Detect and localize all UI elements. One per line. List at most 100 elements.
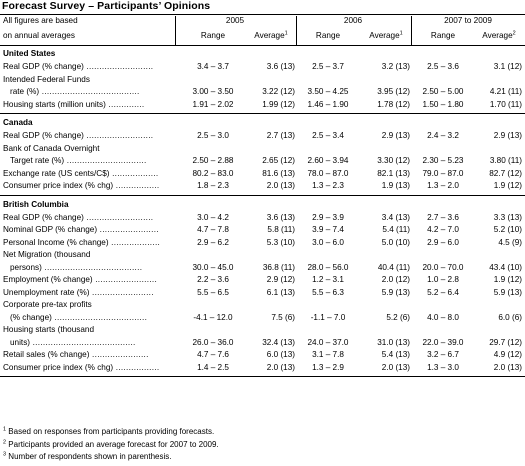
range-cell: 1.50 – 1.80 bbox=[422, 99, 464, 109]
range-cell: -1.1 – 7.0 bbox=[310, 312, 346, 322]
average-cell: 3.80 (11) bbox=[489, 156, 522, 165]
average-cell: 3.2 (13) bbox=[381, 62, 410, 71]
page-title: Forecast Survey – Participants’ Opinions bbox=[2, 0, 211, 12]
leader-dots: ........................................ bbox=[30, 337, 136, 347]
header-divider bbox=[175, 16, 176, 45]
range-cell: 1.3 – 2.3 bbox=[312, 181, 344, 190]
row-label-continued: rate (%) ...............................… bbox=[10, 87, 140, 96]
section-heading: British Columbia bbox=[0, 197, 525, 212]
average-cell: 1.78 (12) bbox=[377, 99, 410, 109]
period-2005: 2005 bbox=[225, 16, 245, 25]
average-cell: 2.9 (12) bbox=[266, 275, 295, 284]
footnote-text: Number of respondents shown in parenthes… bbox=[8, 452, 172, 461]
leader-dots: ................. bbox=[113, 181, 160, 190]
header-rule bbox=[0, 45, 525, 46]
average-cell: 5.4 (13) bbox=[381, 350, 410, 359]
range-cell: 4.2 – 7.0 bbox=[427, 225, 459, 234]
row-label-continued: Target rate (%) ........................… bbox=[10, 156, 147, 165]
range-cell: 2.5 – 3.4 bbox=[312, 131, 344, 140]
row-label: Net Migration (thousand bbox=[3, 250, 91, 259]
range-cell: 2.9 – 6.2 bbox=[197, 237, 229, 247]
col-range-2006: Range bbox=[315, 31, 341, 40]
average-cell: 2.0 (13) bbox=[266, 362, 295, 372]
average-cell: 5.0 (10) bbox=[381, 237, 410, 247]
average-cell: 1.9 (12) bbox=[493, 275, 522, 284]
section-heading: Canada bbox=[0, 115, 525, 130]
table-row: Real GDP (% change) ....................… bbox=[0, 130, 525, 143]
range-cell: 2.2 – 3.6 bbox=[197, 275, 229, 284]
average-cell: 7.5 (6) bbox=[271, 312, 295, 322]
table-row: Exchange rate (US cents/C$) ............… bbox=[0, 168, 525, 181]
table-row: units) .................................… bbox=[0, 337, 525, 350]
table-row: rate (%) ...............................… bbox=[0, 86, 525, 99]
table-row: persons) ...............................… bbox=[0, 262, 525, 275]
row-label: Employment (% change) ..................… bbox=[3, 275, 158, 284]
average-cell: 1.70 (11) bbox=[489, 99, 522, 109]
average-cell: 5.2 (10) bbox=[493, 225, 522, 234]
average-cell: 4.5 (9) bbox=[498, 237, 522, 247]
header-note-line1: All figures are based bbox=[3, 16, 78, 25]
table-row: Consumer price index (% chg) ...........… bbox=[0, 180, 525, 193]
average-cell: 5.9 (13) bbox=[493, 287, 522, 297]
range-cell: 2.7 – 3.6 bbox=[427, 212, 459, 222]
average-cell: 5.4 (11) bbox=[382, 225, 410, 234]
section-title: British Columbia bbox=[3, 199, 69, 209]
range-cell: 5.2 – 6.4 bbox=[427, 287, 459, 297]
average-cell: 82.1 (13) bbox=[377, 168, 410, 178]
footnote-mark: 2 bbox=[3, 438, 7, 445]
period-2007-2009: 2007 to 2009 bbox=[444, 16, 492, 25]
average-cell: 82.7 (12) bbox=[489, 168, 522, 178]
row-label-continued: (% change) .............................… bbox=[10, 312, 148, 322]
footnote: 3 Number of respondents shown in parenth… bbox=[3, 452, 172, 461]
range-cell: 3.50 – 4.25 bbox=[307, 87, 349, 96]
range-cell: 4.0 – 8.0 bbox=[427, 312, 459, 322]
range-cell: 3.0 – 6.0 bbox=[312, 237, 344, 247]
table-row: Housing starts (million units) .........… bbox=[0, 99, 525, 112]
table-row: Consumer price index (% chg) ...........… bbox=[0, 362, 525, 375]
col-average-2006: Average1 bbox=[369, 30, 403, 40]
col-range-2005: Range bbox=[200, 31, 226, 40]
row-label: Corporate pre-tax profits bbox=[3, 300, 92, 309]
average-cell: 29.7 (12) bbox=[489, 337, 522, 347]
range-cell: 20.0 – 70.0 bbox=[422, 262, 464, 272]
average-cell: 2.9 (13) bbox=[381, 131, 410, 140]
row-label: Unemployment rate (%) ..................… bbox=[3, 287, 154, 297]
average-cell: 2.0 (13) bbox=[381, 362, 410, 372]
leader-dots: .............. bbox=[105, 99, 145, 109]
row-label: Real GDP (% change) ....................… bbox=[3, 212, 154, 222]
table-row: Nominal GDP (% change) .................… bbox=[0, 224, 525, 237]
col-average-2007-2009: Average2 bbox=[482, 30, 516, 40]
leader-dots: .......................... bbox=[83, 131, 154, 140]
range-cell: 1.0 – 2.8 bbox=[427, 275, 459, 284]
average-cell: 40.4 (11) bbox=[377, 262, 410, 272]
section-title: Canada bbox=[3, 118, 33, 127]
range-cell: 1.46 – 1.90 bbox=[307, 99, 349, 109]
leader-dots: .......................... bbox=[83, 62, 154, 71]
range-cell: 2.9 – 6.0 bbox=[427, 237, 459, 247]
range-cell: 2.5 – 3.6 bbox=[427, 62, 459, 71]
average-cell: 5.8 (11) bbox=[267, 225, 295, 234]
average-cell: 3.95 (12) bbox=[377, 87, 410, 96]
range-cell: 4.7 – 7.8 bbox=[197, 225, 229, 234]
range-cell: 1.4 – 2.5 bbox=[197, 362, 229, 372]
footnote-mark: 3 bbox=[3, 451, 7, 458]
average-cell: 3.6 (13) bbox=[266, 212, 295, 222]
range-cell: 4.7 – 7.6 bbox=[197, 350, 229, 359]
section-heading: United States bbox=[0, 46, 525, 61]
average-cell: 2.0 (12) bbox=[381, 275, 410, 284]
row-label: Exchange rate (US cents/C$) ............… bbox=[3, 168, 159, 178]
leader-dots: ........................ bbox=[89, 287, 154, 297]
average-cell: 1.9 (12) bbox=[493, 181, 522, 190]
range-cell: 3.0 – 4.2 bbox=[197, 212, 229, 222]
range-cell: 30.0 – 45.0 bbox=[192, 262, 234, 272]
average-cell: 2.0 (13) bbox=[493, 362, 522, 372]
range-cell: 3.2 – 6.7 bbox=[427, 350, 459, 359]
leader-dots: ...................... bbox=[89, 350, 149, 359]
range-cell: 5.5 – 6.3 bbox=[312, 287, 344, 297]
title-rule bbox=[0, 14, 525, 15]
row-label: Intended Federal Funds bbox=[3, 74, 90, 84]
average-cell: 3.1 (12) bbox=[493, 62, 522, 71]
header-row-columns: on annual averages Range Average1 Range … bbox=[0, 31, 525, 45]
average-cell: 2.65 (12) bbox=[262, 156, 295, 165]
